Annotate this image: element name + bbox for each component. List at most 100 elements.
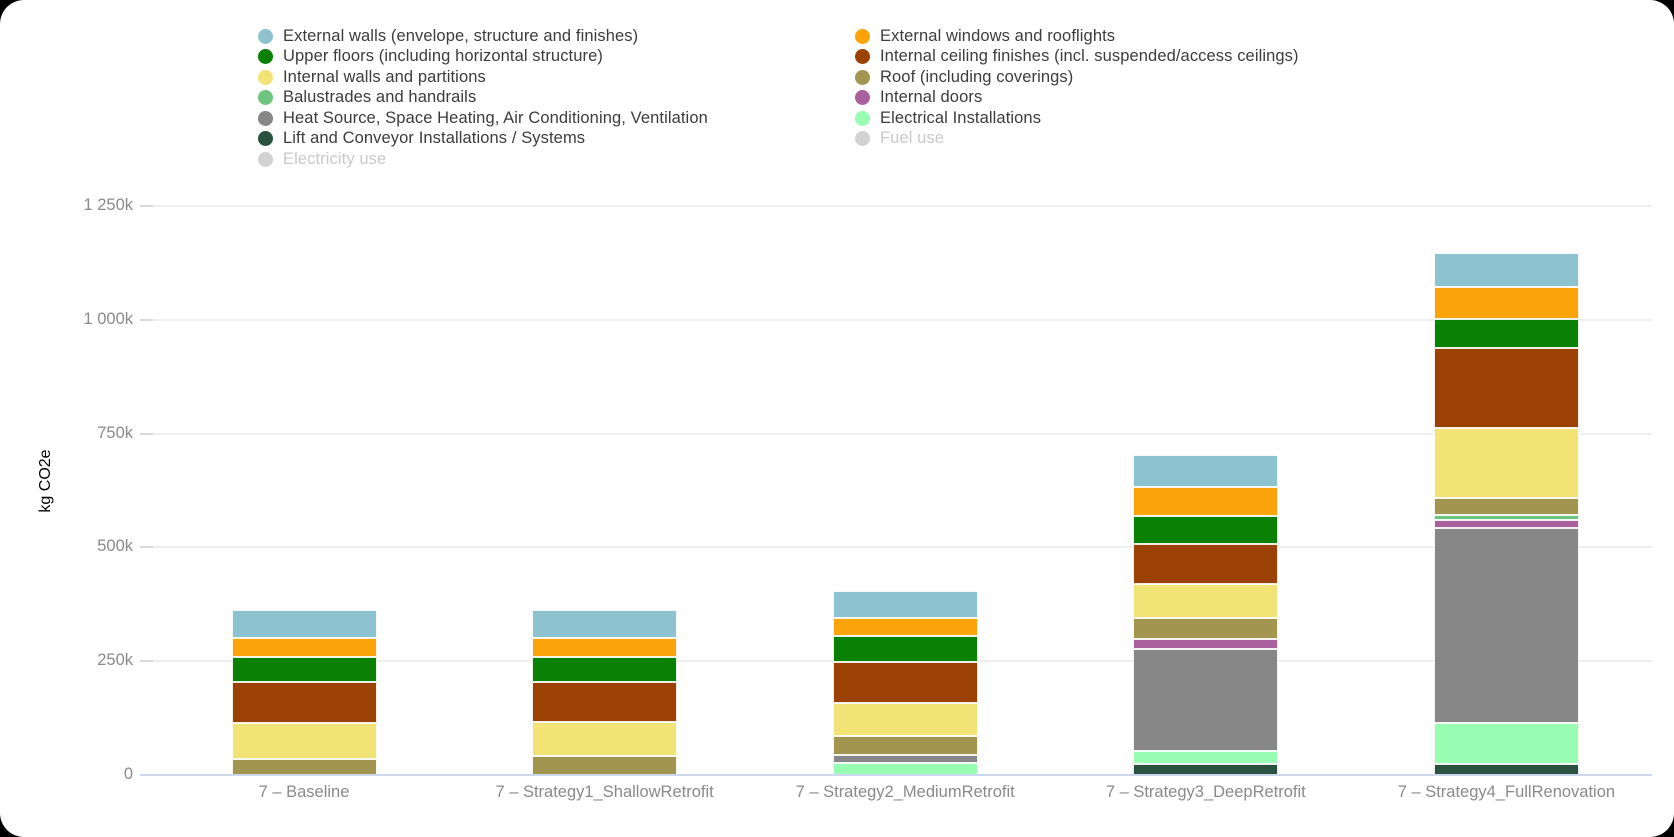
bar-segment-upper-floors[interactable] xyxy=(231,656,377,682)
bar-segment-internal-ceiling-finishes[interactable] xyxy=(1133,543,1279,585)
y-tick-mark xyxy=(140,318,153,321)
bar-4 xyxy=(1133,455,1279,775)
legend-dot-icon xyxy=(855,49,870,65)
bar-segment-external-walls[interactable] xyxy=(832,590,978,618)
bar-segment-external-windows[interactable] xyxy=(1133,487,1279,517)
bar-segment-external-walls[interactable] xyxy=(532,610,678,638)
bar-segment-electrical-installations[interactable] xyxy=(1133,750,1279,765)
legend-label-fuel-use: Fuel use xyxy=(880,129,945,148)
legend-dot-icon xyxy=(258,49,273,65)
bar-segment-heat-source[interactable] xyxy=(1133,649,1279,751)
legend-item-upper-floors[interactable]: Upper floors (including horizontal struc… xyxy=(258,47,708,68)
x-axis-label-3: 7 – Strategy2_MediumRetrofit xyxy=(795,783,1015,801)
y-tick-mark xyxy=(140,660,153,663)
bar-segment-internal-ceiling-finishes[interactable] xyxy=(231,681,377,724)
legend-item-internal-ceiling-finishes[interactable]: Internal ceiling finishes (incl. suspend… xyxy=(855,47,1299,68)
bar-segment-balustrades[interactable] xyxy=(1433,515,1579,521)
bar-segment-external-windows[interactable] xyxy=(832,617,978,637)
legend-label-balustrades: Balustrades and handrails xyxy=(283,88,477,107)
legend-dot-icon xyxy=(258,69,273,85)
bar-segment-external-walls[interactable] xyxy=(1433,252,1579,287)
bar-segment-internal-walls[interactable] xyxy=(231,723,377,760)
bar-segment-internal-walls[interactable] xyxy=(532,721,678,757)
bar-segment-roof[interactable] xyxy=(1133,618,1279,640)
legend-item-electrical-installations[interactable]: Electrical Installations xyxy=(855,108,1299,129)
x-axis-line xyxy=(140,774,1652,776)
legend-dot-icon xyxy=(855,90,870,106)
gridline-500k xyxy=(153,546,1652,549)
y-tick-mark xyxy=(140,432,153,435)
bar-segment-upper-floors[interactable] xyxy=(1133,516,1279,544)
bar-segment-internal-walls[interactable] xyxy=(1433,428,1579,499)
y-tick-label: 250k xyxy=(97,651,133,670)
bar-segment-internal-walls[interactable] xyxy=(1133,584,1279,619)
legend-item-external-windows[interactable]: External windows and rooflights xyxy=(855,26,1299,47)
x-axis-label-1: 7 – Baseline xyxy=(258,783,350,801)
legend-dot-icon xyxy=(258,90,273,106)
bar-segment-internal-ceiling-finishes[interactable] xyxy=(1433,347,1579,429)
legend-item-heat-source[interactable]: Heat Source, Space Heating, Air Conditio… xyxy=(258,108,708,129)
legend-dot-icon xyxy=(855,69,870,85)
bar-segment-external-walls[interactable] xyxy=(1133,455,1279,488)
legend-label-external-walls: External walls (envelope, structure and … xyxy=(283,26,639,45)
legend-dot-icon xyxy=(855,28,870,44)
legend-item-lift-conveyor[interactable]: Lift and Conveyor Installations / System… xyxy=(258,129,708,150)
legend-label-roof: Roof (including coverings) xyxy=(880,67,1074,86)
gridline-750k xyxy=(153,432,1652,435)
legend-column-1: External walls (envelope, structure and … xyxy=(258,26,708,170)
y-tick-mark xyxy=(140,205,153,207)
bar-segment-heat-source[interactable] xyxy=(832,754,978,764)
bar-segment-upper-floors[interactable] xyxy=(532,656,678,683)
bar-segment-internal-walls[interactable] xyxy=(832,703,978,737)
legend-dot-icon xyxy=(258,151,273,167)
legend-label-heat-source: Heat Source, Space Heating, Air Conditio… xyxy=(283,108,708,127)
y-tick-mark xyxy=(140,546,153,549)
legend-item-fuel-use[interactable]: Fuel use xyxy=(855,129,1299,150)
bar-segment-external-walls[interactable] xyxy=(231,609,377,638)
y-tick-label: 750k xyxy=(97,423,133,442)
legend-dot-icon xyxy=(258,131,273,147)
y-tick-label: 500k xyxy=(97,537,133,556)
bar-segment-internal-doors[interactable] xyxy=(1433,520,1579,529)
bar-segment-external-windows[interactable] xyxy=(532,637,678,657)
bar-3 xyxy=(832,590,978,775)
legend-label-internal-doors: Internal doors xyxy=(880,88,983,107)
legend-label-internal-ceiling-finishes: Internal ceiling finishes (incl. suspend… xyxy=(880,47,1299,66)
x-axis-label-4: 7 – Strategy3_DeepRetrofit xyxy=(1105,783,1306,801)
gridline-1 250k xyxy=(153,205,1652,207)
y-tick-label: 1 250k xyxy=(83,196,133,214)
bar-segment-roof[interactable] xyxy=(832,736,978,755)
bar-segment-roof[interactable] xyxy=(231,759,377,775)
bar-segment-external-windows[interactable] xyxy=(231,637,377,657)
legend-item-internal-walls[interactable]: Internal walls and partitions xyxy=(258,67,708,88)
bar-2 xyxy=(532,610,678,775)
legend-label-external-windows: External windows and rooflights xyxy=(880,26,1116,45)
legend-item-internal-doors[interactable]: Internal doors xyxy=(855,88,1299,109)
bar-segment-roof[interactable] xyxy=(1433,498,1579,516)
bar-segment-internal-ceiling-finishes[interactable] xyxy=(532,682,678,722)
legend-item-electricity-use[interactable]: Electricity use xyxy=(258,149,708,170)
legend-dot-icon xyxy=(258,28,273,44)
bar-5 xyxy=(1433,252,1579,775)
legend-item-roof[interactable]: Roof (including coverings) xyxy=(855,67,1299,88)
legend-item-balustrades[interactable]: Balustrades and handrails xyxy=(258,88,708,109)
bar-1 xyxy=(231,609,377,775)
legend-dot-icon xyxy=(258,110,273,126)
bar-segment-electrical-installations[interactable] xyxy=(1433,723,1579,764)
bar-segment-upper-floors[interactable] xyxy=(832,636,978,663)
legend-label-upper-floors: Upper floors (including horizontal struc… xyxy=(283,47,603,66)
legend-label-internal-walls: Internal walls and partitions xyxy=(283,67,486,86)
gridline-1 000k xyxy=(153,318,1652,321)
x-axis-label-5: 7 – Strategy4_FullRenovation xyxy=(1397,783,1616,801)
bar-segment-upper-floors[interactable] xyxy=(1433,319,1579,348)
bar-segment-internal-ceiling-finishes[interactable] xyxy=(832,662,978,704)
legend-label-electrical-installations: Electrical Installations xyxy=(880,108,1042,127)
legend-dot-icon xyxy=(855,131,870,147)
bar-segment-external-windows[interactable] xyxy=(1433,287,1579,320)
bar-segment-roof[interactable] xyxy=(532,756,678,775)
bar-segment-internal-doors[interactable] xyxy=(1133,639,1279,650)
bar-segment-heat-source[interactable] xyxy=(1433,528,1579,724)
legend-item-external-walls[interactable]: External walls (envelope, structure and … xyxy=(258,26,708,47)
legend-label-lift-conveyor: Lift and Conveyor Installations / System… xyxy=(283,129,586,148)
